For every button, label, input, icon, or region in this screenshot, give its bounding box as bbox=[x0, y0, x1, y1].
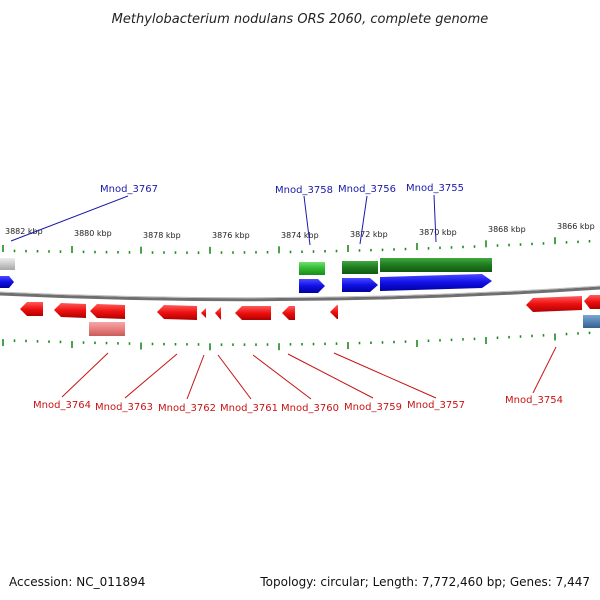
scale-label: 3872 kbp bbox=[350, 230, 388, 239]
scale-ticks-bottom bbox=[2, 331, 591, 351]
gene-arrow-reverse[interactable] bbox=[54, 303, 86, 318]
gene-label[interactable]: Mnod_3758 bbox=[275, 185, 333, 196]
scale-label: 3880 kbp bbox=[74, 229, 112, 238]
gene-arrow-reverse[interactable] bbox=[235, 306, 271, 320]
gene-arrow-reverse[interactable] bbox=[90, 304, 125, 319]
gene-arrow-reverse[interactable] bbox=[201, 308, 206, 318]
top-label-leaders bbox=[10, 194, 437, 246]
scale-label: 3868 kbp bbox=[488, 225, 526, 234]
pale-feature[interactable] bbox=[89, 322, 125, 336]
scale-label: 3870 kbp bbox=[419, 228, 457, 237]
gene-label[interactable]: Mnod_3761 bbox=[220, 403, 278, 414]
gene-arrow-reverse[interactable] bbox=[20, 302, 43, 316]
gene-label[interactable]: Mnod_3762 bbox=[158, 403, 216, 414]
gene-arrow-reverse[interactable] bbox=[526, 296, 582, 312]
scale-ticks-top bbox=[2, 237, 591, 254]
rna-feature[interactable] bbox=[380, 258, 492, 272]
steel-feature[interactable] bbox=[583, 315, 600, 328]
gene-label[interactable]: Mnod_3759 bbox=[344, 402, 402, 413]
scale-labels: 3882 kbp 3880 kbp 3878 kbp 3876 kbp 3874… bbox=[5, 222, 595, 240]
gene-arrow-forward[interactable] bbox=[299, 279, 325, 293]
gene-arrow-reverse[interactable] bbox=[330, 305, 338, 319]
gene-label[interactable]: Mnod_3764 bbox=[33, 400, 91, 411]
gene-arrow-forward[interactable] bbox=[342, 278, 378, 292]
gene-label[interactable]: Mnod_3757 bbox=[407, 400, 465, 411]
gene-label[interactable]: Mnod_3755 bbox=[406, 183, 464, 194]
scale-label: 3866 kbp bbox=[557, 222, 595, 231]
gene-label[interactable]: Mnod_3756 bbox=[338, 184, 396, 195]
bottom-label-leaders bbox=[61, 346, 557, 400]
accession-text: Accession: NC_011894 bbox=[9, 575, 145, 589]
gene-arrow-forward[interactable] bbox=[380, 274, 492, 291]
chromosome-backbone bbox=[0, 286, 600, 302]
gene-arrow-reverse[interactable] bbox=[215, 307, 221, 320]
rna-feature[interactable] bbox=[299, 262, 325, 275]
gene-label[interactable]: Mnod_3760 bbox=[281, 403, 339, 414]
scale-label: 3876 kbp bbox=[212, 231, 250, 240]
scale-label: 3882 kbp bbox=[5, 227, 43, 236]
rna-feature[interactable] bbox=[342, 261, 378, 274]
map-title: Methylobacterium nodulans ORS 2060, comp… bbox=[112, 12, 489, 27]
gene-arrow-forward[interactable] bbox=[0, 276, 14, 288]
gene-arrow-reverse[interactable] bbox=[157, 305, 197, 320]
gene-label[interactable]: Mnod_3767 bbox=[100, 184, 158, 195]
gene-arrow-reverse[interactable] bbox=[282, 306, 295, 320]
scale-label: 3874 kbp bbox=[281, 231, 319, 240]
grey-feature[interactable] bbox=[0, 258, 15, 270]
gene-arrow-reverse[interactable] bbox=[584, 295, 600, 309]
reverse-strand-features bbox=[20, 295, 600, 336]
gene-label[interactable]: Mnod_3763 bbox=[95, 402, 153, 413]
top-gene-labels: Mnod_3767 Mnod_3758 Mnod_3756 Mnod_3755 bbox=[100, 183, 464, 196]
genome-summary-text: Topology: circular; Length: 7,772,460 bp… bbox=[259, 575, 590, 589]
scale-label: 3878 kbp bbox=[143, 231, 181, 240]
gene-label[interactable]: Mnod_3754 bbox=[505, 395, 563, 406]
bottom-gene-labels: Mnod_3764 Mnod_3763 Mnod_3762 Mnod_3761 … bbox=[33, 395, 563, 414]
forward-strand-features bbox=[0, 258, 492, 293]
